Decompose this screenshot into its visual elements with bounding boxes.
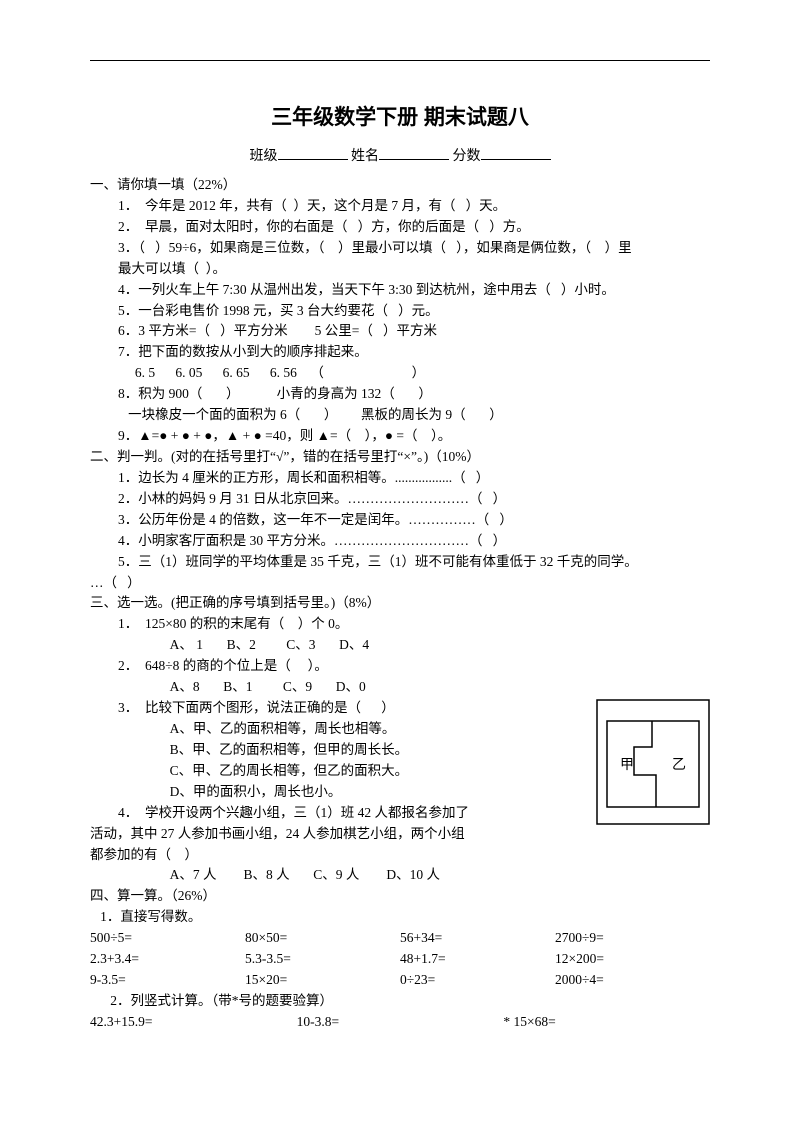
question-text: 3．（ ）59÷6，如果商是三位数，（ ）里最小可以填（ ），如果商是俩位数，（… xyxy=(90,238,710,259)
question-text: 2． 早晨，面对太阳时，你的右面是（ ）方，你的后面是（ ）方。 xyxy=(90,217,710,238)
question-text: 3．公历年份是 4 的倍数，这一年不一定是闰年。……………（ ） xyxy=(90,510,710,531)
calc-cell: 15×20= xyxy=(245,970,400,991)
calc-cell: 2.3+3.4= xyxy=(90,949,245,970)
calc-row: 500÷5= 80×50= 56+34= 2700÷9= xyxy=(90,928,710,949)
question-text: 2．小林的妈妈 9 月 31 日从北京回来。………………………（ ） xyxy=(90,489,710,510)
question-text: 4．小明家客厅面积是 30 平方分米。…………………………（ ） xyxy=(90,531,710,552)
calc-cell: 2700÷9= xyxy=(555,928,710,949)
class-label: 班级 xyxy=(250,149,278,164)
question-text: 最大可以填（ ）。 xyxy=(90,259,710,280)
question-text: 5．三（1）班同学的平均体重是 35 千克，三（1）班不可能有体重低于 32 千… xyxy=(90,552,710,573)
name-blank[interactable] xyxy=(379,146,449,160)
calc-cell: 500÷5= xyxy=(90,928,245,949)
calc-cell: 0÷23= xyxy=(400,970,555,991)
sub-heading: 1．直接写得数。 xyxy=(90,907,710,928)
option-row: A、 1 B、2 C、3 D、4 xyxy=(90,635,710,656)
calc-cell: 12×200= xyxy=(555,949,710,970)
calc-cell: 80×50= xyxy=(245,928,400,949)
question-text: 1．边长为 4 厘米的正方形，周长和面积相等。.................… xyxy=(90,468,710,489)
calc-cell: 9-3.5= xyxy=(90,970,245,991)
section-heading: 一、请你填一填（22%） xyxy=(90,175,710,196)
question-text: 9．▲=● + ● + ●，▲ + ● =40，则 ▲=（ ），● =（ ）。 xyxy=(90,426,710,447)
calc-cell: * 15×68= xyxy=(503,1012,710,1033)
calc-cell: 10-3.8= xyxy=(297,1012,504,1033)
figure-label-right: 乙 xyxy=(672,757,686,773)
calc-cell: 48+1.7= xyxy=(400,949,555,970)
figure-label-left: 甲 xyxy=(620,758,634,773)
question-text: 都参加的有（ ） xyxy=(90,845,710,866)
question-text: 1． 125×80 的积的末尾有（ ）个 0。 xyxy=(90,614,710,635)
class-blank[interactable] xyxy=(278,146,348,160)
question-text: 7．把下面的数按从小到大的顺序排起来。 xyxy=(90,342,710,363)
question-text: 6．3 平方米=（ ）平方分米 5 公里=（ ）平方米 xyxy=(90,321,710,342)
question-text: 一块橡皮一个面的面积为 6（ ） 黑板的周长为 9（ ） xyxy=(90,405,710,426)
student-info-line: 班级 姓名 分数 xyxy=(90,145,710,165)
exam-page: 三年级数学下册 期末试题八 班级 姓名 分数 一、请你填一填（22%） 1． 今… xyxy=(0,0,800,1073)
question-text: 5．一台彩电售价 1998 元，买 3 台大约要花（ ）元。 xyxy=(90,301,710,322)
calc-row: 2.3+3.4= 5.3-3.5= 48+1.7= 12×200= xyxy=(90,949,710,970)
option-row: A、8 B、1 C、9 D、0 xyxy=(90,677,710,698)
top-rule xyxy=(90,60,710,61)
calc-row: 9-3.5= 15×20= 0÷23= 2000÷4= xyxy=(90,970,710,991)
exam-title: 三年级数学下册 期末试题八 xyxy=(90,101,710,131)
score-blank[interactable] xyxy=(481,146,551,160)
calc-cell: 56+34= xyxy=(400,928,555,949)
comparison-figure: 甲 乙 xyxy=(594,697,712,827)
calc-cell: 5.3-3.5= xyxy=(245,949,400,970)
option-row: A、7 人 B、8 人 C、9 人 D、10 人 xyxy=(90,865,710,886)
name-label: 姓名 xyxy=(351,149,379,164)
section-heading: 四、算一算。（26%） xyxy=(90,886,710,907)
question-text: 1． 今年是 2012 年，共有（ ）天，这个月是 7 月，有（ ）天。 xyxy=(90,196,710,217)
question-text: …（ ） xyxy=(90,573,710,594)
question-text: 2． 648÷8 的商的个位上是（ ）。 xyxy=(90,656,710,677)
section-heading: 二、判一判。(对的在括号里打“√”，错的在括号里打“×”。)（10%） xyxy=(90,447,710,468)
score-label: 分数 xyxy=(453,149,481,164)
calc-cell: 2000÷4= xyxy=(555,970,710,991)
calc-row: 42.3+15.9= 10-3.8= * 15×68= xyxy=(90,1012,710,1033)
sub-heading: 2．列竖式计算。（带*号的题要验算） xyxy=(90,991,710,1012)
calc-cell: 42.3+15.9= xyxy=(90,1012,297,1033)
question-text: 6. 5 6. 05 6. 65 6. 56 （ ） xyxy=(90,363,710,384)
question-text: 8．积为 900（ ） 小青的身高为 132（ ） xyxy=(90,384,710,405)
section-heading: 三、选一选。(把正确的序号填到括号里。)（8%） xyxy=(90,593,710,614)
question-text: 4．一列火车上午 7:30 从温州出发，当天下午 3:30 到达杭州，途中用去（… xyxy=(90,280,710,301)
